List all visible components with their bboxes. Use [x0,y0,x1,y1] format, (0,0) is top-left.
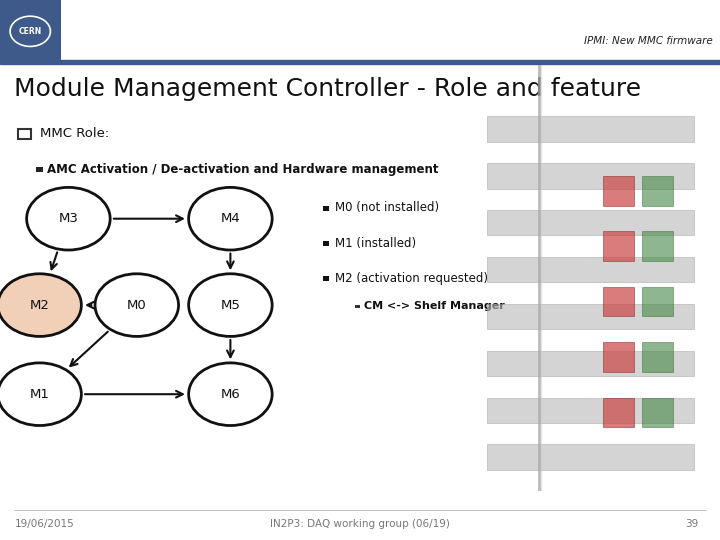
FancyBboxPatch shape [0,0,61,62]
Bar [642,397,673,428]
Circle shape [189,274,272,336]
Text: M2 (activation requested): M2 (activation requested) [335,272,488,285]
Bar [642,342,673,372]
Circle shape [0,274,81,336]
Circle shape [189,187,272,250]
Text: M1: M1 [30,388,50,401]
Bar [642,176,673,206]
Bar [487,256,694,282]
Text: CM <-> Shelf Manager: CM <-> Shelf Manager [364,301,504,311]
Bar [603,397,634,428]
Bar [323,276,329,281]
Text: IN2P3: DAQ working group (06/19): IN2P3: DAQ working group (06/19) [270,519,450,529]
Bar [642,231,673,261]
Bar [323,241,329,246]
Text: AMC Activation / De-activation and Hardware management: AMC Activation / De-activation and Hardw… [47,163,438,176]
Circle shape [95,274,179,336]
Bar [323,206,329,211]
Text: M2: M2 [30,299,50,312]
Circle shape [189,363,272,426]
Bar [603,176,634,206]
Bar [36,167,43,172]
Bar [487,444,694,470]
Text: M0: M0 [127,299,147,312]
Text: 39: 39 [685,519,698,529]
Text: Module Management Controller - Role and feature: Module Management Controller - Role and … [14,77,642,100]
Text: M1 (installed): M1 (installed) [335,237,416,249]
Bar [487,116,694,141]
Text: 19/06/2015: 19/06/2015 [14,519,74,529]
Bar [603,342,634,372]
Bar [355,305,360,308]
Text: M4: M4 [220,212,240,225]
Text: IPMI: New MMC firmware: IPMI: New MMC firmware [584,36,713,46]
Text: M3: M3 [58,212,78,225]
Text: M6: M6 [220,388,240,401]
Bar [487,303,694,329]
Text: M5: M5 [220,299,240,312]
Bar [487,163,694,188]
Bar [603,231,634,261]
Bar [603,287,634,316]
Bar [642,287,673,316]
Bar [487,350,694,376]
Circle shape [27,187,110,250]
Bar [0,60,720,64]
Bar [487,210,694,235]
Text: CERN: CERN [19,27,42,36]
Text: M0 (not installed): M0 (not installed) [335,201,439,214]
Text: MMC Role:: MMC Role: [40,127,109,140]
Bar [18,129,31,139]
Circle shape [0,363,81,426]
Bar [487,397,694,423]
